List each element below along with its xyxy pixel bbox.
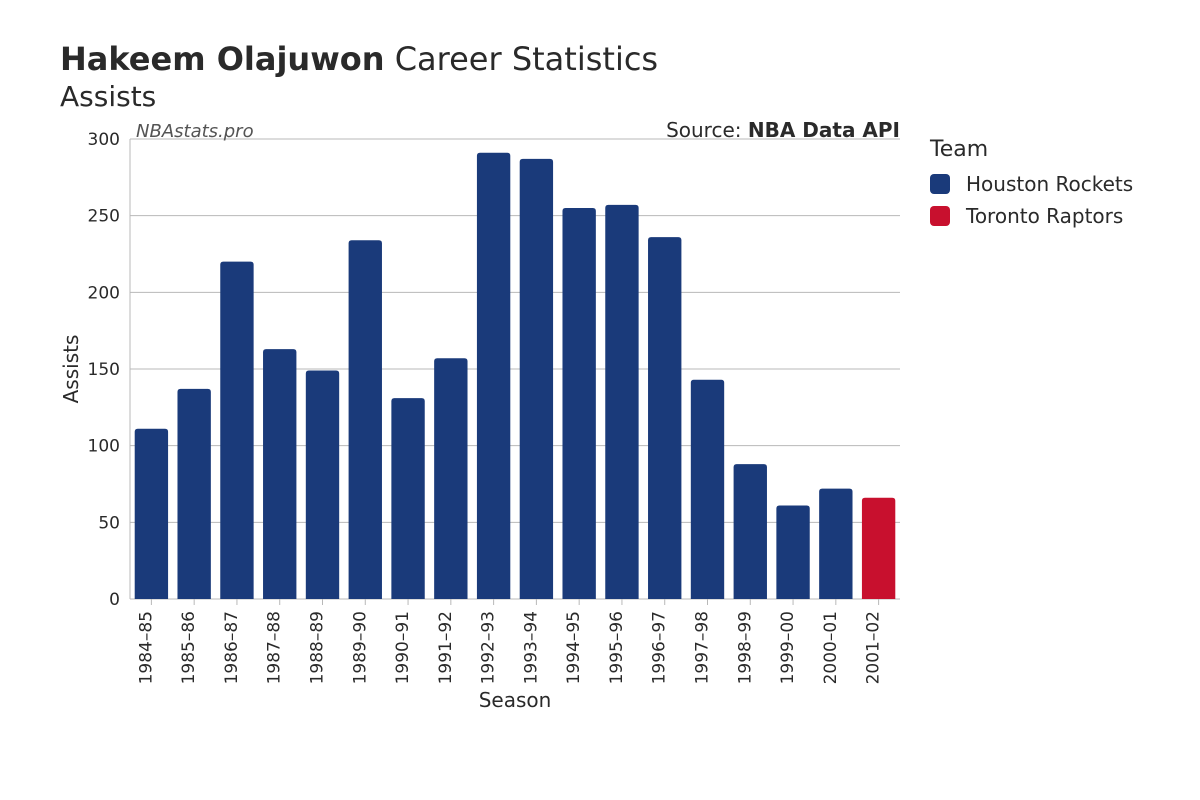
bar: [691, 380, 724, 599]
legend: Team Houston Rockets Toronto Raptors: [930, 137, 1133, 236]
chart-title: Hakeem Olajuwon Career Statistics: [60, 40, 1160, 78]
x-tick-label: 1989–90: [350, 611, 370, 684]
legend-swatch: [930, 206, 950, 226]
x-tick-label: 1996–97: [650, 611, 670, 684]
y-tick-label: 300: [88, 130, 120, 150]
legend-label: Toronto Raptors: [966, 204, 1123, 228]
bar: [819, 489, 852, 599]
x-tick-label: 1988–89: [308, 611, 328, 684]
bar: [391, 399, 424, 600]
watermark: NBAstats.pro: [136, 121, 254, 142]
title-player: Hakeem Olajuwon: [60, 40, 385, 78]
source-label: Source: NBA Data API: [666, 119, 900, 142]
chart-area: 0 50 100 150 200 250 300 1984–85 1985–86 1986–87 1…: [60, 119, 910, 723]
x-tick-label: 1985–86: [179, 611, 199, 684]
x-tick-label: 1992–93: [479, 611, 499, 684]
x-tick-label: 1987–88: [265, 611, 285, 684]
chart-subtitle: Assists: [60, 80, 1160, 113]
y-tick-label: 200: [88, 284, 120, 304]
x-tick-label: 1991–92: [436, 611, 456, 684]
bar: [734, 464, 767, 599]
x-axis-label: Season: [479, 688, 552, 712]
legend-label: Houston Rockets: [966, 172, 1133, 196]
y-tick-label: 50: [98, 514, 120, 534]
x-tick-label: 1986–87: [222, 611, 242, 684]
x-tick-label: 2001–02: [864, 611, 884, 684]
bar: [306, 371, 339, 599]
y-tick-label: 100: [88, 437, 120, 457]
bar: [605, 205, 638, 599]
x-tick-label: 1990–91: [393, 611, 413, 684]
bar: [135, 429, 168, 599]
bar: [776, 506, 809, 600]
bar: [862, 498, 895, 599]
bar: [477, 153, 510, 599]
legend-item: Toronto Raptors: [930, 204, 1133, 228]
y-tick-label: 250: [88, 207, 120, 227]
y-tick-label: 150: [88, 360, 120, 380]
legend-item: Houston Rockets: [930, 172, 1133, 196]
bar: [263, 349, 296, 599]
bar: [434, 359, 467, 600]
bar-chart-svg: 0 50 100 150 200 250 300 1984–85 1985–86 1986–87 1…: [60, 119, 910, 719]
bar: [220, 262, 253, 599]
bar: [520, 159, 553, 599]
legend-swatch: [930, 174, 950, 194]
x-tick-label: 1999–00: [778, 611, 798, 684]
bar: [349, 241, 382, 600]
x-tick-label: 1994–95: [564, 611, 584, 684]
x-tick-label: 1997–98: [693, 611, 713, 684]
x-tick-label: 1984–85: [136, 611, 156, 684]
legend-title: Team: [930, 137, 1133, 162]
x-tick-label: 1993–94: [521, 611, 541, 684]
bar: [562, 208, 595, 599]
x-tick-label: 1995–96: [607, 611, 627, 684]
x-tick-label: 2000–01: [821, 611, 841, 684]
title-suffix: Career Statistics: [395, 40, 658, 78]
y-axis-label: Assists: [60, 335, 83, 404]
y-tick-label: 0: [109, 590, 120, 610]
bar: [648, 238, 681, 600]
x-tick-label: 1998–99: [735, 611, 755, 684]
bar: [177, 389, 210, 599]
